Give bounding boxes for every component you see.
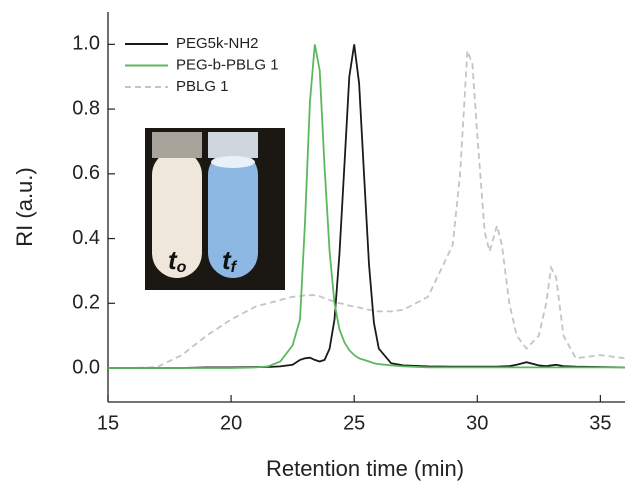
tube-left-top	[152, 132, 202, 158]
x-tick-label: 35	[589, 412, 611, 434]
inset-label-sub: o	[177, 259, 187, 276]
y-tick-label: 0.4	[72, 227, 100, 249]
y-tick-label: 0.2	[72, 292, 100, 314]
tube-left	[152, 150, 202, 278]
series-line	[108, 50, 626, 369]
series-line	[108, 44, 626, 369]
inset-label: to	[168, 245, 187, 276]
inset-label-main: t	[222, 245, 232, 275]
inset-label-main: t	[168, 245, 178, 275]
y-tick-label: 0.8	[72, 97, 100, 119]
x-axis-label: Retention time (min)	[266, 456, 464, 481]
x-tick-label: 25	[343, 412, 365, 434]
inset-label: tf	[222, 245, 238, 276]
inset-photo: to tf	[145, 128, 285, 290]
series-line	[108, 44, 625, 369]
legend-label: PEG-b-PBLG 1	[176, 56, 279, 73]
y-tick-label: 0.6	[72, 162, 100, 184]
y-tick-label: 0.0	[72, 356, 100, 378]
legend-label: PBLG 1	[176, 78, 229, 95]
legend-label: PEG5k-NH2	[176, 35, 259, 52]
y-axis-label: RI (a.u.)	[12, 167, 37, 246]
inset-label-sub: f	[231, 259, 238, 276]
tube-right-top	[208, 132, 258, 158]
x-tick-label: 15	[97, 412, 119, 434]
y-tick-label: 1.0	[72, 33, 100, 55]
tube-right	[208, 150, 258, 278]
x-tick-label: 20	[220, 412, 242, 434]
meniscus	[211, 156, 255, 168]
x-tick-label: 30	[466, 412, 488, 434]
